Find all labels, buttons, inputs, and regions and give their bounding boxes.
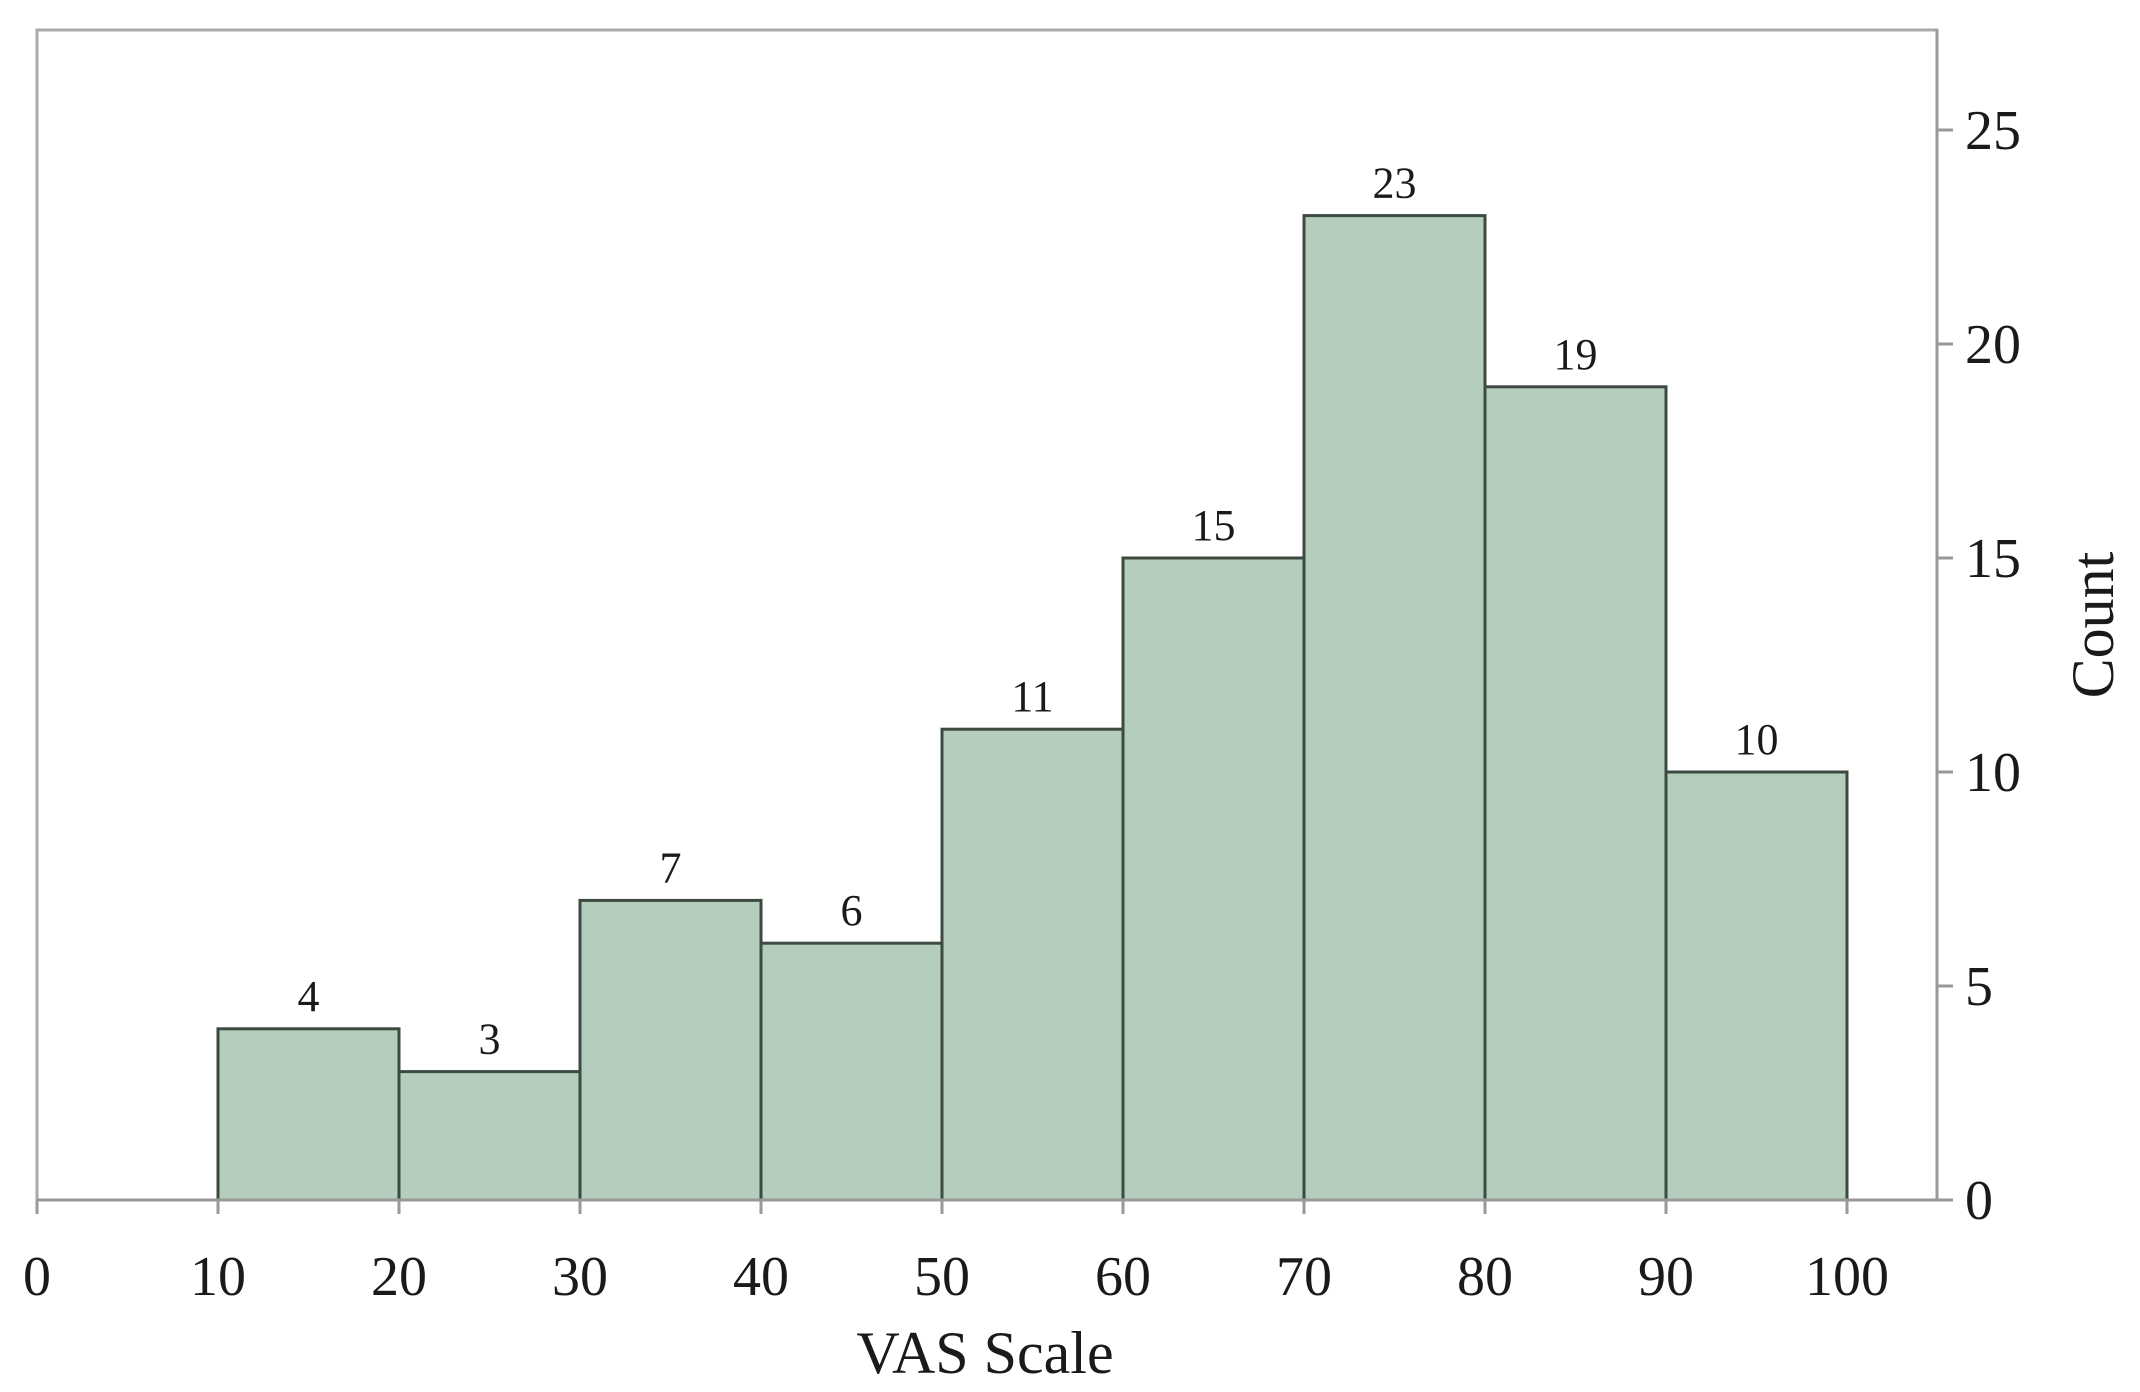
- bar-value-label: 19: [1554, 330, 1598, 379]
- histogram-bar: [759, 941, 944, 1202]
- histogram-bar: [216, 1027, 401, 1202]
- histogram-bar: [578, 898, 763, 1202]
- y-tick-label: 20: [1965, 314, 2021, 376]
- bar-value-label: 15: [1192, 501, 1236, 550]
- bar-value-label: 23: [1373, 159, 1417, 208]
- bar-value-label: 10: [1735, 715, 1779, 764]
- histogram-bar: [1483, 385, 1668, 1202]
- histogram-bar: [397, 1070, 582, 1202]
- x-axis-ticks: 0 10 20 30 40 50 60 70 80 90 100: [23, 1200, 1889, 1308]
- y-tick-label: 10: [1965, 742, 2021, 804]
- x-tick-label: 70: [1276, 1246, 1332, 1308]
- histogram-bar: [940, 727, 1125, 1202]
- x-tick-label: 0: [23, 1246, 51, 1308]
- x-tick-label: 90: [1638, 1246, 1694, 1308]
- bar-value-label: 4: [298, 972, 320, 1021]
- y-tick-label: 0: [1965, 1170, 1993, 1232]
- histogram-bar: [1302, 214, 1487, 1202]
- x-tick-label: 30: [552, 1246, 608, 1308]
- y-axis-ticks: 0 5 10 15 20 25: [1937, 100, 2021, 1232]
- bar-value-label: 6: [841, 886, 863, 935]
- bar-value-label: 7: [660, 843, 682, 892]
- bar-value-label: 3: [479, 1015, 501, 1064]
- x-tick-label: 100: [1805, 1246, 1889, 1308]
- x-axis-title: VAS Scale: [856, 1320, 1113, 1386]
- x-tick-label: 10: [190, 1246, 246, 1308]
- x-tick-label: 60: [1095, 1246, 1151, 1308]
- y-tick-label: 5: [1965, 956, 1993, 1018]
- y-axis-title: Count: [2060, 551, 2126, 698]
- histogram-bar: [1121, 556, 1306, 1202]
- x-tick-label: 50: [914, 1246, 970, 1308]
- x-tick-label: 80: [1457, 1246, 1513, 1308]
- y-tick-label: 15: [1965, 528, 2021, 590]
- bar-labels-group: 4 3 7 6 11 15 23 19 10: [298, 159, 1779, 1064]
- x-tick-label: 40: [733, 1246, 789, 1308]
- histogram-bar: [1664, 770, 1849, 1202]
- y-tick-label: 25: [1965, 100, 2021, 162]
- bar-value-label: 11: [1011, 672, 1053, 721]
- x-tick-label: 20: [371, 1246, 427, 1308]
